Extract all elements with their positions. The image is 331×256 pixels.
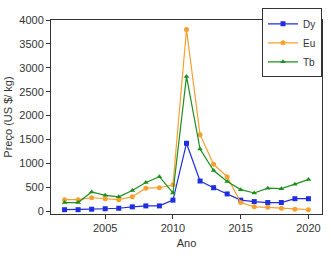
svg-text:1500: 1500	[19, 133, 43, 145]
svg-text:Tb: Tb	[303, 57, 315, 68]
svg-text:Ano: Ano	[177, 237, 197, 249]
svg-text:0: 0	[38, 205, 44, 217]
svg-text:2010: 2010	[161, 222, 185, 234]
svg-text:2000: 2000	[19, 109, 43, 121]
svg-text:4000: 4000	[19, 14, 43, 26]
svg-text:3000: 3000	[19, 62, 43, 74]
svg-text:Eu: Eu	[303, 38, 315, 49]
svg-text:500: 500	[25, 181, 43, 193]
svg-text:Dy: Dy	[303, 19, 315, 30]
svg-text:2015: 2015	[228, 222, 252, 234]
svg-text:2005: 2005	[93, 222, 117, 234]
svg-text:2020: 2020	[296, 222, 320, 234]
svg-text:2500: 2500	[19, 86, 43, 98]
svg-text:3500: 3500	[19, 38, 43, 50]
svg-text:1000: 1000	[19, 157, 43, 169]
svg-text:Preço (US $/ kg): Preço (US $/ kg)	[2, 76, 14, 157]
